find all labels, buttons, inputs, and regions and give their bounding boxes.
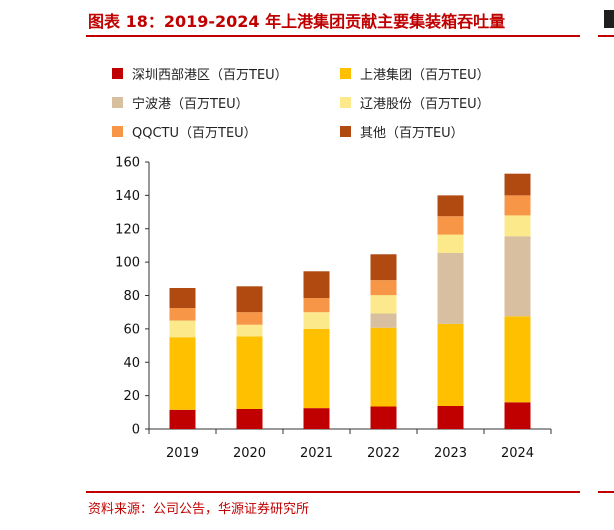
y-tick-label: 20 [123,389,140,404]
legend-swatch-1 [340,68,351,79]
bar-segment [303,328,330,409]
bar-segment [504,195,531,216]
y-tick-label: 100 [115,256,140,271]
bar-segment [437,323,464,406]
bar-segment [169,320,196,338]
bar-segment [370,327,397,407]
y-tick-label: 80 [123,289,140,304]
footer-divider [86,491,580,493]
bar-segment [504,236,531,317]
legend-swatch-5 [340,126,351,137]
bar-segment [437,405,464,429]
bar-segment [236,408,263,429]
legend-item-2: 宁波港（百万TEU） [112,93,249,112]
bar-segment [236,336,263,409]
bar-segment [437,216,464,235]
legend-label-4: QQCTU（百万TEU） [132,126,257,141]
legend-item-0: 深圳西部港区（百万TEU） [112,64,288,83]
bar-segment [303,271,330,299]
legend-item-5: 其他（百万TEU） [340,122,464,141]
bar-segment [370,295,397,314]
y-tick-label: 140 [115,189,140,204]
bar-segment [303,312,330,329]
x-tick-label: 2022 [367,446,400,461]
y-tick-label: 120 [115,222,140,237]
chart-title: 图表 18：2019-2024 年上港集团贡献主要集装箱吞吐量 [88,12,506,31]
bar-segment [504,402,531,429]
y-tick-label: 40 [123,356,140,371]
bar-segment [303,408,330,429]
legend-label-5: 其他（百万TEU） [360,126,464,141]
legend-swatch-3 [340,97,351,108]
bar-segment [370,280,397,296]
bar-segment [504,173,531,196]
bar-segment [236,286,263,313]
bar-segment [504,215,531,237]
bar-segment [169,337,196,410]
legend-label-2: 宁波港（百万TEU） [132,97,249,112]
x-tick-label: 2024 [501,446,534,461]
bar-segment [236,324,263,337]
title-divider [86,35,580,37]
bar-segment [437,234,464,253]
y-tick-label: 0 [132,423,140,438]
legend-item-1: 上港集团（百万TEU） [340,64,490,83]
adjacent-panel-footer-rule [598,491,614,493]
x-tick-label: 2023 [434,446,467,461]
legend-item-3: 辽港股份（百万TEU） [340,93,490,112]
y-tick-label: 160 [115,156,140,171]
legend-item-4: QQCTU（百万TEU） [112,122,257,141]
bar-segment [370,254,397,281]
adjacent-panel-rule [598,35,614,37]
bar-segment [370,313,397,328]
bar-segment [169,287,196,309]
x-tick-label: 2020 [233,446,266,461]
legend-swatch-0 [112,68,123,79]
bar-segment [504,316,531,403]
bar-segment [236,312,263,325]
legend-swatch-4 [112,126,123,137]
adjacent-panel-edge [604,10,614,28]
bar-segment [370,406,397,429]
legend-swatch-2 [112,97,123,108]
source-note: 资料来源：公司公告，华源证券研究所 [88,502,310,517]
legend-label-1: 上港集团（百万TEU） [360,68,490,83]
x-tick-label: 2019 [166,446,199,461]
bar-segment [169,308,196,321]
bar-segment [437,252,464,324]
x-tick-label: 2021 [300,446,333,461]
legend-label-3: 辽港股份（百万TEU） [360,97,490,112]
bar-segment [169,409,196,429]
legend-label-0: 深圳西部港区（百万TEU） [132,68,288,83]
bar-segment [437,195,464,217]
bar-segment [303,298,330,313]
y-tick-label: 60 [123,322,140,337]
